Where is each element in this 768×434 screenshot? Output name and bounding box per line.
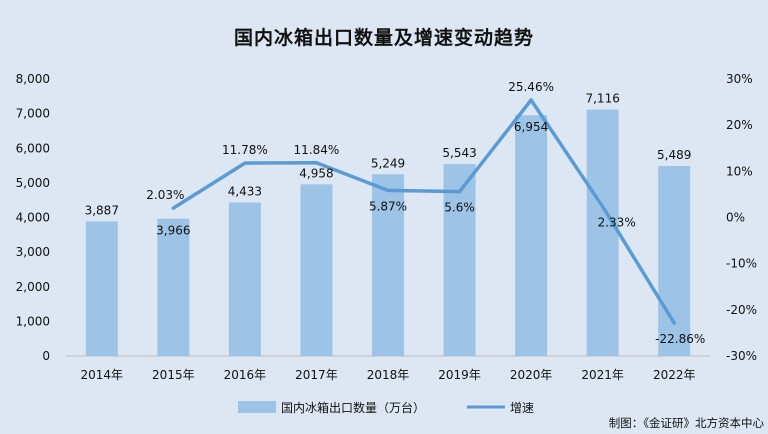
right-axis-tick-label: -30% <box>726 349 757 363</box>
x-axis-tick-label: 2022年 <box>653 368 696 382</box>
left-axis-tick-label: 3,000 <box>16 245 50 259</box>
legend: 国内冰箱出口数量（万台） 增速 <box>238 400 534 415</box>
growth-point <box>672 321 676 325</box>
left-axis-tick-label: 8,000 <box>16 72 50 86</box>
x-axis-tick-label: 2017年 <box>295 368 338 382</box>
x-axis-tick-label: 2018年 <box>367 368 410 382</box>
x-axis-tick-label: 2015年 <box>152 368 195 382</box>
right-axis-tick-label: -20% <box>726 303 757 317</box>
bar-value-label: 5,489 <box>657 148 691 162</box>
growth-point <box>386 188 390 192</box>
growth-value-label: 2.33% <box>598 216 636 230</box>
bar <box>515 115 548 357</box>
bar <box>85 221 118 356</box>
right-axis-tick-label: 10% <box>726 164 753 178</box>
bar-value-label: 4,433 <box>228 185 262 199</box>
bar-value-label: 4,958 <box>299 166 333 180</box>
x-axis-tick-label: 2014年 <box>81 368 124 382</box>
bar-value-label: 6,954 <box>514 120 548 134</box>
bar <box>300 184 333 356</box>
x-axis-tick-label: 2020年 <box>510 368 553 382</box>
bar-value-label: 3,966 <box>156 224 190 238</box>
bar-value-label: 5,543 <box>442 146 476 160</box>
bar-value-label: 7,116 <box>585 92 619 106</box>
growth-point <box>601 205 605 209</box>
growth-point <box>458 190 462 194</box>
left-axis-tick-label: 4,000 <box>16 211 50 225</box>
bar <box>443 164 476 356</box>
x-axis-tick-label: 2016年 <box>224 368 267 382</box>
growth-line <box>171 98 676 325</box>
legend-bar-swatch <box>238 401 276 413</box>
right-axis-ticks: -30% -20% -10% 0% 10% 20% 30% <box>726 72 757 363</box>
growth-value-labels: 2.03% 11.78% 11.84% 5.87% 5.6% 25.46% 2.33% -22… <box>146 80 705 346</box>
growth-value-label: -22.86% <box>655 332 705 346</box>
growth-value-label: 11.84% <box>294 143 340 157</box>
chart-title: 国内冰箱出口数量及增速变动趋势 <box>234 26 534 49</box>
x-axis-tick-label: 2021年 <box>581 368 624 382</box>
bar-value-label: 5,249 <box>371 156 405 170</box>
growth-value-label: 5.6% <box>444 201 475 215</box>
left-axis-tick-label: 0 <box>42 349 50 363</box>
left-axis-tick-label: 6,000 <box>16 141 50 155</box>
bar <box>658 165 691 356</box>
growth-point <box>529 98 533 102</box>
right-axis-tick-label: -10% <box>726 257 757 271</box>
growth-point <box>171 206 175 210</box>
left-axis-tick-label: 2,000 <box>16 280 50 294</box>
growth-value-label: 5.87% <box>369 199 407 213</box>
left-axis-tick-label: 5,000 <box>16 176 50 190</box>
right-axis-tick-label: 20% <box>726 118 753 132</box>
bar <box>228 202 261 356</box>
right-axis-tick-label: 0% <box>726 211 745 225</box>
category-labels: 2014年 2015年 2016年 2017年 2018年 2019年 2020年 2021年… <box>81 368 696 382</box>
left-axis-ticks: 0 1,000 2,000 3,000 4,000 5,000 6,000 7,000 8,00… <box>16 72 50 363</box>
left-axis-tick-label: 1,000 <box>16 314 50 328</box>
legend-bar-label: 国内冰箱出口数量（万台） <box>281 400 425 415</box>
bar-value-labels: 3,887 3,966 4,433 4,958 5,249 5,543 6,954 7,116… <box>85 92 692 238</box>
growth-value-label: 2.03% <box>146 188 184 202</box>
growth-point <box>314 161 318 165</box>
bar <box>586 109 619 357</box>
left-axis-tick-label: 7,000 <box>16 107 50 121</box>
right-axis-tick-label: 30% <box>726 72 753 86</box>
growth-line-group <box>171 98 676 325</box>
legend-line-label: 增速 <box>510 401 534 415</box>
growth-point <box>243 161 247 165</box>
bar <box>372 174 404 356</box>
bar <box>157 218 190 356</box>
bars <box>85 109 691 357</box>
growth-value-label: 11.78% <box>222 143 268 157</box>
x-axis-tick-label: 2019年 <box>438 368 481 382</box>
source-credit: 制图：《金证研》北方资本中心 <box>609 416 765 430</box>
bar-value-label: 3,887 <box>85 203 119 217</box>
growth-value-label: 25.46% <box>508 80 554 94</box>
